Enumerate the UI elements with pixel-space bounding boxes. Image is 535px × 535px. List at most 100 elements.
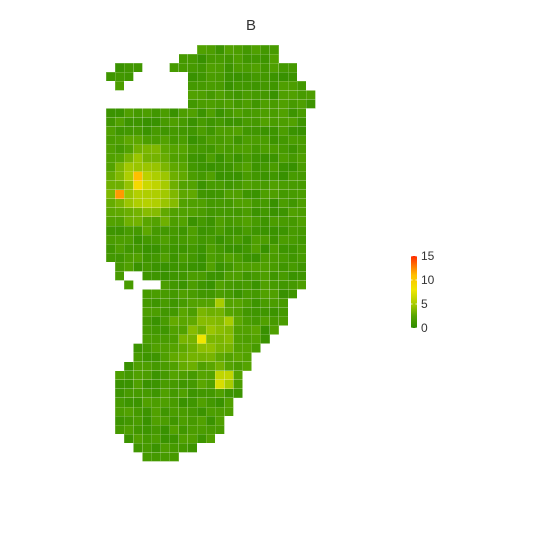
heatmap-cell xyxy=(242,307,252,317)
heatmap-cell xyxy=(187,424,198,435)
heatmap-cell xyxy=(233,361,243,372)
heatmap-cell xyxy=(251,80,261,91)
heatmap-cell xyxy=(187,180,198,191)
heatmap-cell xyxy=(205,135,216,145)
heatmap-cell xyxy=(187,90,198,100)
heatmap-cell xyxy=(142,252,152,263)
heatmap-cell xyxy=(205,180,216,191)
heatmap-cell xyxy=(105,153,116,163)
heatmap-cell xyxy=(160,289,170,299)
heatmap-cell xyxy=(205,126,216,136)
heatmap-cell xyxy=(169,189,180,200)
heatmap-cell xyxy=(178,388,189,399)
heatmap-cell xyxy=(160,126,170,136)
heatmap-cell xyxy=(242,316,252,326)
heatmap-cell xyxy=(269,153,280,163)
heatmap-cell xyxy=(205,370,216,381)
heatmap-cell xyxy=(196,379,207,390)
heatmap-cell xyxy=(296,90,307,100)
heatmap-cell xyxy=(160,171,170,181)
heatmap-cell xyxy=(142,162,152,172)
heatmap-cell xyxy=(169,117,180,127)
heatmap-cell xyxy=(260,99,271,109)
heatmap-cell xyxy=(169,343,180,353)
heatmap-cell xyxy=(114,271,125,281)
heatmap-cells xyxy=(105,44,316,462)
heatmap-cell xyxy=(296,117,307,127)
heatmap-cell xyxy=(114,216,125,227)
heatmap-cell xyxy=(242,62,252,73)
heatmap-cell xyxy=(160,307,170,317)
heatmap-cell xyxy=(251,334,261,344)
heatmap-cell xyxy=(269,289,280,299)
heatmap-cell xyxy=(151,388,161,399)
heatmap-cell xyxy=(296,135,307,145)
heatmap-cell xyxy=(169,307,180,317)
heatmap-cell xyxy=(196,289,207,299)
heatmap-cell xyxy=(187,243,198,254)
heatmap-cell xyxy=(160,343,170,353)
heatmap-cell xyxy=(160,298,170,308)
heatmap-cell xyxy=(142,361,152,372)
heatmap-cell xyxy=(187,207,198,218)
heatmap-cell xyxy=(205,261,216,272)
heatmap-cell xyxy=(187,307,198,317)
heatmap-cell xyxy=(242,243,252,254)
heatmap-cell xyxy=(278,216,289,227)
heatmap-cell xyxy=(105,144,116,154)
heatmap-cell xyxy=(260,243,271,254)
heatmap-cell xyxy=(169,352,180,363)
heatmap-cell xyxy=(105,117,116,127)
color-legend: 0 5 10 15 xyxy=(411,249,435,335)
heatmap-cell xyxy=(260,280,271,290)
heatmap-cell xyxy=(242,80,252,91)
heatmap-cell xyxy=(233,126,243,136)
heatmap-cell xyxy=(133,225,143,236)
heatmap-cell xyxy=(196,117,207,127)
heatmap-cell xyxy=(296,243,307,254)
heatmap-cell xyxy=(278,135,289,145)
heatmap-cell xyxy=(169,234,180,245)
heatmap-cell xyxy=(169,135,180,145)
heatmap-cell xyxy=(114,424,125,435)
heatmap-cell xyxy=(196,189,207,200)
heatmap-cell xyxy=(123,71,134,82)
heatmap-cell xyxy=(151,261,161,272)
heatmap-cell xyxy=(205,108,216,118)
heatmap-cell xyxy=(133,388,143,399)
heatmap-cell xyxy=(205,316,216,326)
heatmap-cell xyxy=(160,144,170,154)
heatmap-cell xyxy=(205,80,216,91)
heatmap-cell xyxy=(251,261,261,272)
heatmap-cell xyxy=(142,117,152,127)
heatmap-cell xyxy=(242,180,252,191)
heatmap-cell xyxy=(187,99,198,109)
heatmap-cell xyxy=(169,334,180,344)
heatmap-cell xyxy=(269,144,280,154)
heatmap-cell xyxy=(142,370,152,381)
heatmap-cell xyxy=(251,252,261,263)
heatmap-cell xyxy=(169,361,180,372)
heatmap-cell xyxy=(169,198,180,209)
heatmap-cell xyxy=(224,298,234,308)
heatmap-cell xyxy=(133,343,143,353)
heatmap-cell xyxy=(233,325,243,335)
heatmap-cell xyxy=(224,189,234,200)
heatmap-cell xyxy=(214,379,225,390)
heatmap-cell xyxy=(123,207,134,218)
heatmap-cell xyxy=(205,298,216,308)
heatmap-cell xyxy=(233,144,243,154)
heatmap-cell xyxy=(269,62,280,73)
heatmap-cell xyxy=(224,397,234,408)
heatmap-cell xyxy=(233,289,243,299)
heatmap-cell xyxy=(196,144,207,154)
heatmap-cell xyxy=(242,117,252,127)
heatmap-cell xyxy=(214,144,225,154)
legend-tick-label: 15 xyxy=(421,249,435,263)
heatmap-cell xyxy=(205,379,216,390)
heatmap-cell xyxy=(160,234,170,245)
heatmap-cell xyxy=(296,252,307,263)
heatmap-cell xyxy=(224,343,234,353)
heatmap-cell xyxy=(133,370,143,381)
heatmap-cell xyxy=(296,99,307,109)
